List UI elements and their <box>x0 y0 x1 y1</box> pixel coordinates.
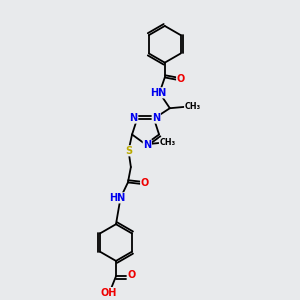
Text: CH₃: CH₃ <box>159 138 176 147</box>
Text: O: O <box>141 178 149 188</box>
Text: HN: HN <box>150 88 166 98</box>
Text: N: N <box>130 113 138 123</box>
Text: N: N <box>152 113 160 123</box>
Text: O: O <box>127 270 136 280</box>
Text: OH: OH <box>100 288 116 298</box>
Text: O: O <box>177 74 185 84</box>
Text: N: N <box>143 140 152 150</box>
Text: HN: HN <box>110 193 126 203</box>
Text: CH₃: CH₃ <box>184 102 201 111</box>
Text: S: S <box>125 146 132 156</box>
